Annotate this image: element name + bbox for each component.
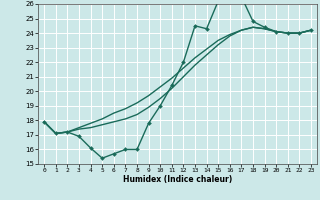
X-axis label: Humidex (Indice chaleur): Humidex (Indice chaleur) [123, 175, 232, 184]
